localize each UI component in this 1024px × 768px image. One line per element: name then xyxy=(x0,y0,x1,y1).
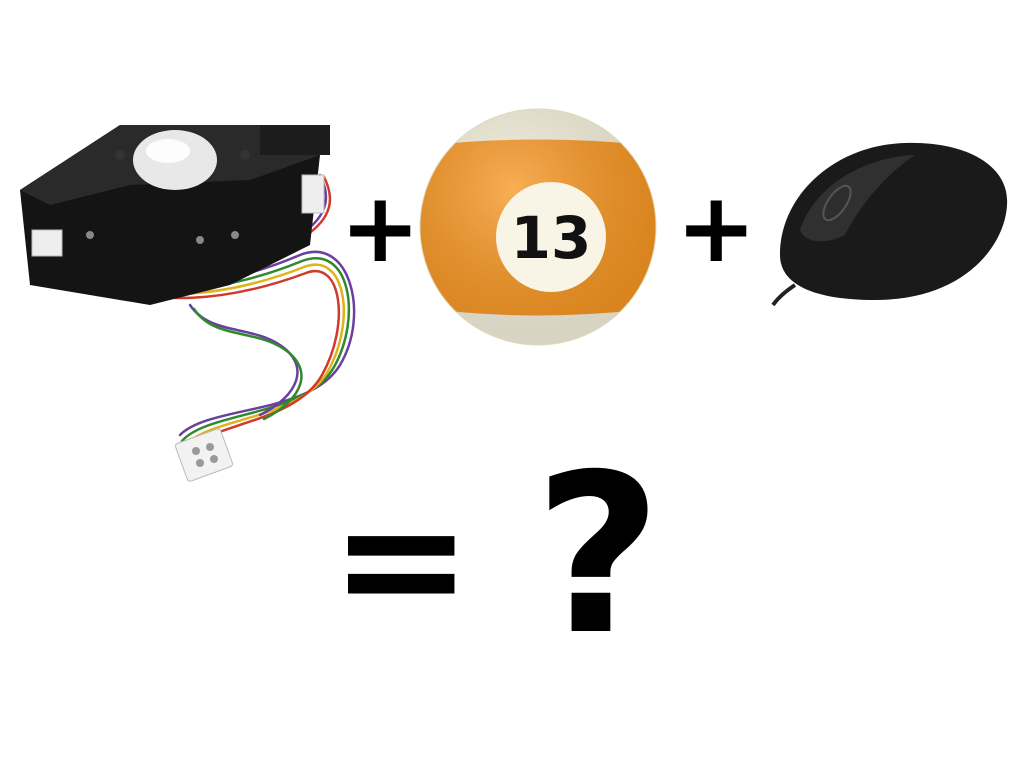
computer-mouse-image xyxy=(771,142,1008,307)
trackball-module-image xyxy=(20,125,356,482)
pool-ball-number: 13 xyxy=(511,204,592,272)
question-mark: ? xyxy=(534,427,662,683)
equals-sign: = xyxy=(330,461,473,659)
plus-sign-1: + xyxy=(340,172,421,284)
scroll-wheel xyxy=(822,184,852,222)
pool-ball-image: 13 xyxy=(419,108,657,346)
plus-sign-2: + xyxy=(676,172,757,284)
